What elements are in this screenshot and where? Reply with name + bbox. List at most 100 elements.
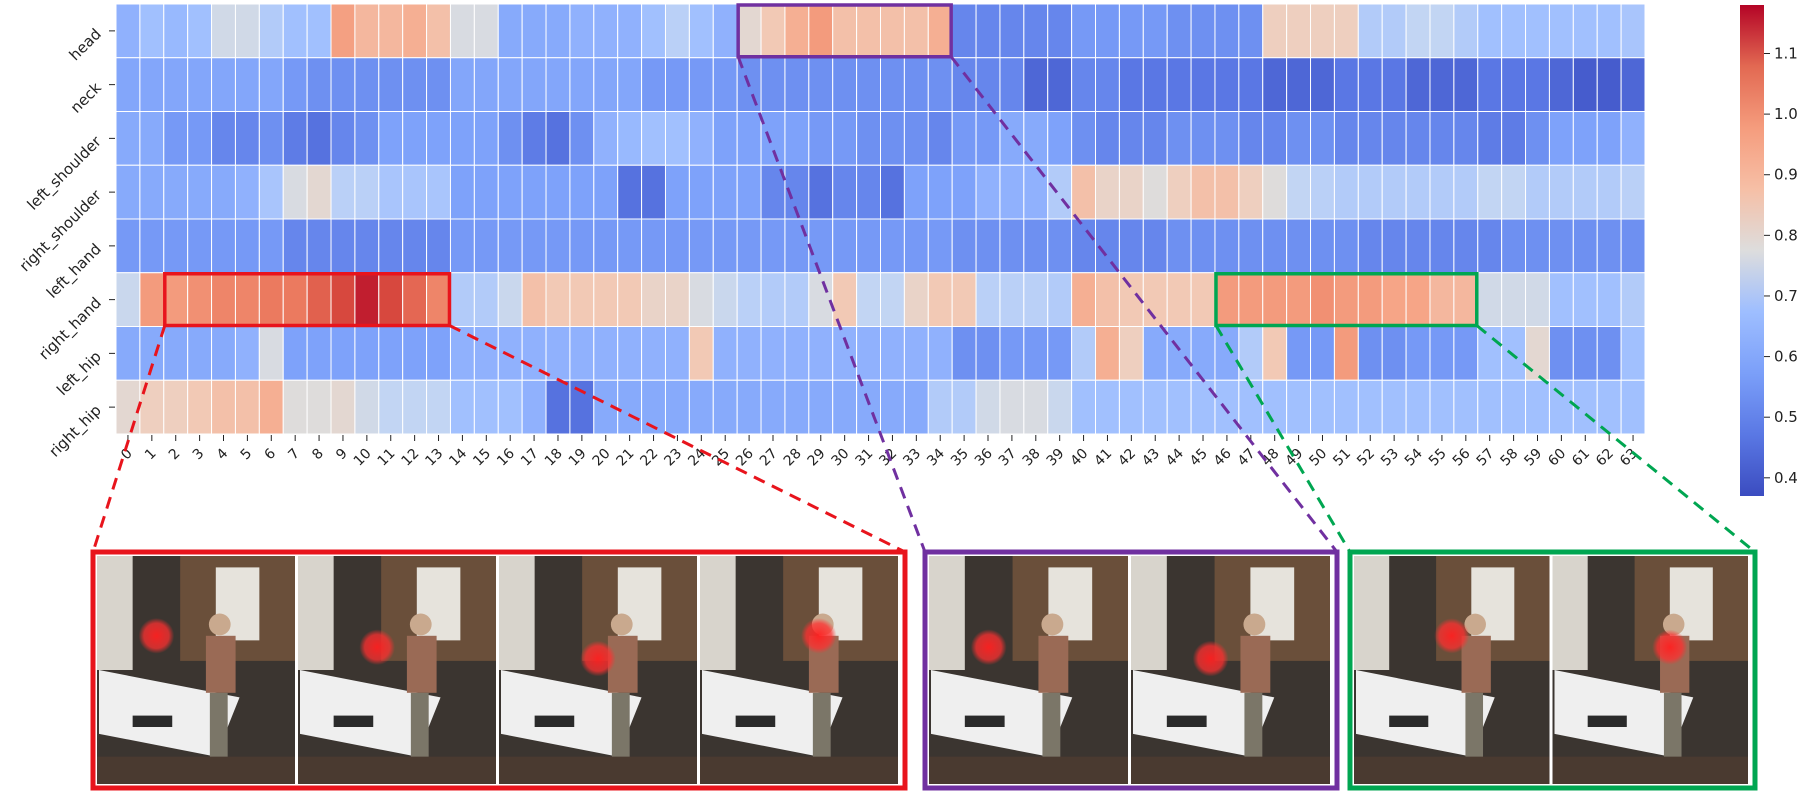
col-label: 2 (166, 446, 184, 464)
heatmap-cell (641, 164, 666, 220)
heatmap-cell (1023, 218, 1049, 274)
heatmap-cell (569, 3, 595, 59)
heatmap-cell (664, 272, 690, 327)
heatmap-cell (1620, 218, 1646, 274)
heatmap-cell (927, 379, 953, 435)
col-label: 1 (142, 446, 160, 464)
heatmap-cell (1477, 379, 1503, 435)
heatmap-cell (664, 379, 690, 435)
heatmap-cell (187, 57, 213, 112)
heatmap-cell (1453, 111, 1479, 166)
heatmap-cell (1572, 57, 1598, 112)
video-frame (1131, 556, 1330, 784)
heatmap-cell (426, 57, 451, 112)
heatmap-cell (1572, 3, 1598, 59)
connector-line (736, 56, 927, 553)
heatmap-cell (115, 326, 141, 381)
heatmap-cell (1596, 218, 1622, 274)
heatmap-cell (1620, 379, 1646, 435)
heatmap-cell (282, 111, 308, 166)
heatmap-cell (1047, 272, 1073, 327)
heatmap-cell (1118, 218, 1144, 274)
heatmap-cell (641, 272, 666, 327)
heatmap-cell (306, 111, 332, 166)
heatmap-cell (163, 379, 189, 435)
heatmap-cell (1429, 164, 1455, 220)
heatmap-cell (187, 111, 213, 166)
heatmap-cell (1405, 379, 1431, 435)
heatmap-cell (187, 379, 213, 435)
col-label: 22 (637, 446, 661, 470)
heatmap-cell (1166, 3, 1192, 59)
heatmap-cell (497, 164, 523, 220)
heatmap-cell (1142, 326, 1168, 381)
col-label: 42 (1115, 446, 1139, 470)
col-label: 31 (852, 446, 876, 470)
heatmap-cell (1071, 3, 1097, 59)
heatmap-cell (1118, 379, 1144, 435)
heatmap-cell (1071, 57, 1097, 112)
video-frame (1354, 556, 1550, 784)
heatmap-cell (903, 218, 929, 274)
heatmap-cell (927, 111, 953, 166)
col-label: 23 (661, 446, 685, 470)
heatmap-cell (1286, 111, 1312, 166)
heatmap-cell (856, 164, 881, 220)
heatmap-cell (163, 111, 189, 166)
heatmap-cell (1453, 3, 1479, 59)
heatmap-cell (354, 218, 380, 274)
heatmap-cell (664, 164, 690, 220)
heatmap-cell (211, 218, 236, 274)
col-label: 25 (709, 446, 733, 470)
heatmap-cell (641, 57, 666, 112)
heatmap-cell (521, 3, 547, 59)
heatmap-cell (282, 272, 308, 327)
heatmap-cell (1453, 57, 1479, 112)
heatmap-cell (402, 379, 428, 435)
heatmap-cell (688, 57, 714, 112)
heatmap-cell (497, 218, 523, 274)
heatmap-cell (951, 379, 977, 435)
col-label: 19 (566, 446, 590, 470)
heatmap-cell (641, 111, 666, 166)
heatmap-cell (1142, 164, 1168, 220)
heatmap-cell (1333, 57, 1359, 112)
heatmap-cell (617, 111, 643, 166)
heatmap-cell (999, 326, 1025, 381)
heatmap-cell (1190, 3, 1216, 59)
heatmap-cell (1405, 218, 1431, 274)
heatmap-cell (234, 3, 260, 59)
heatmap-cell (426, 272, 451, 327)
heatmap-cell (688, 164, 714, 220)
heatmap-cell (1620, 326, 1646, 381)
heatmap-cell (497, 326, 523, 381)
heatmap-cell (975, 272, 1001, 327)
heatmap-cell (1190, 111, 1216, 166)
heatmap-cell (880, 218, 905, 274)
heatmap-cell (760, 3, 786, 59)
heatmap-cell (1453, 326, 1479, 381)
col-label: 56 (1450, 445, 1474, 469)
colorbar-tick-label: 1.1 (1774, 44, 1798, 62)
col-label: 61 (1569, 446, 1593, 470)
heatmap-cell (1071, 272, 1097, 327)
heatmap-cell (617, 164, 643, 220)
heatmap-cell (1429, 218, 1455, 274)
heatmap-cell (163, 3, 189, 59)
heatmap-cell (641, 218, 666, 274)
heatmap-cell (1262, 272, 1288, 327)
heatmap-cell (187, 3, 213, 59)
heatmap-cell (139, 218, 165, 274)
col-label: 13 (422, 446, 446, 470)
colorbar-tick-label: 0.4 (1774, 469, 1798, 487)
heatmap-cell (617, 326, 643, 381)
heatmap-cell (593, 164, 619, 220)
heatmap-cell (426, 218, 451, 274)
heatmap-cell (234, 164, 260, 220)
heatmap-cell (234, 57, 260, 112)
heatmap-cell (951, 3, 977, 59)
heatmap-cell (593, 3, 619, 59)
heatmap-cell (880, 57, 905, 112)
col-label: 3 (190, 446, 208, 464)
heatmap-cell (1142, 57, 1168, 112)
